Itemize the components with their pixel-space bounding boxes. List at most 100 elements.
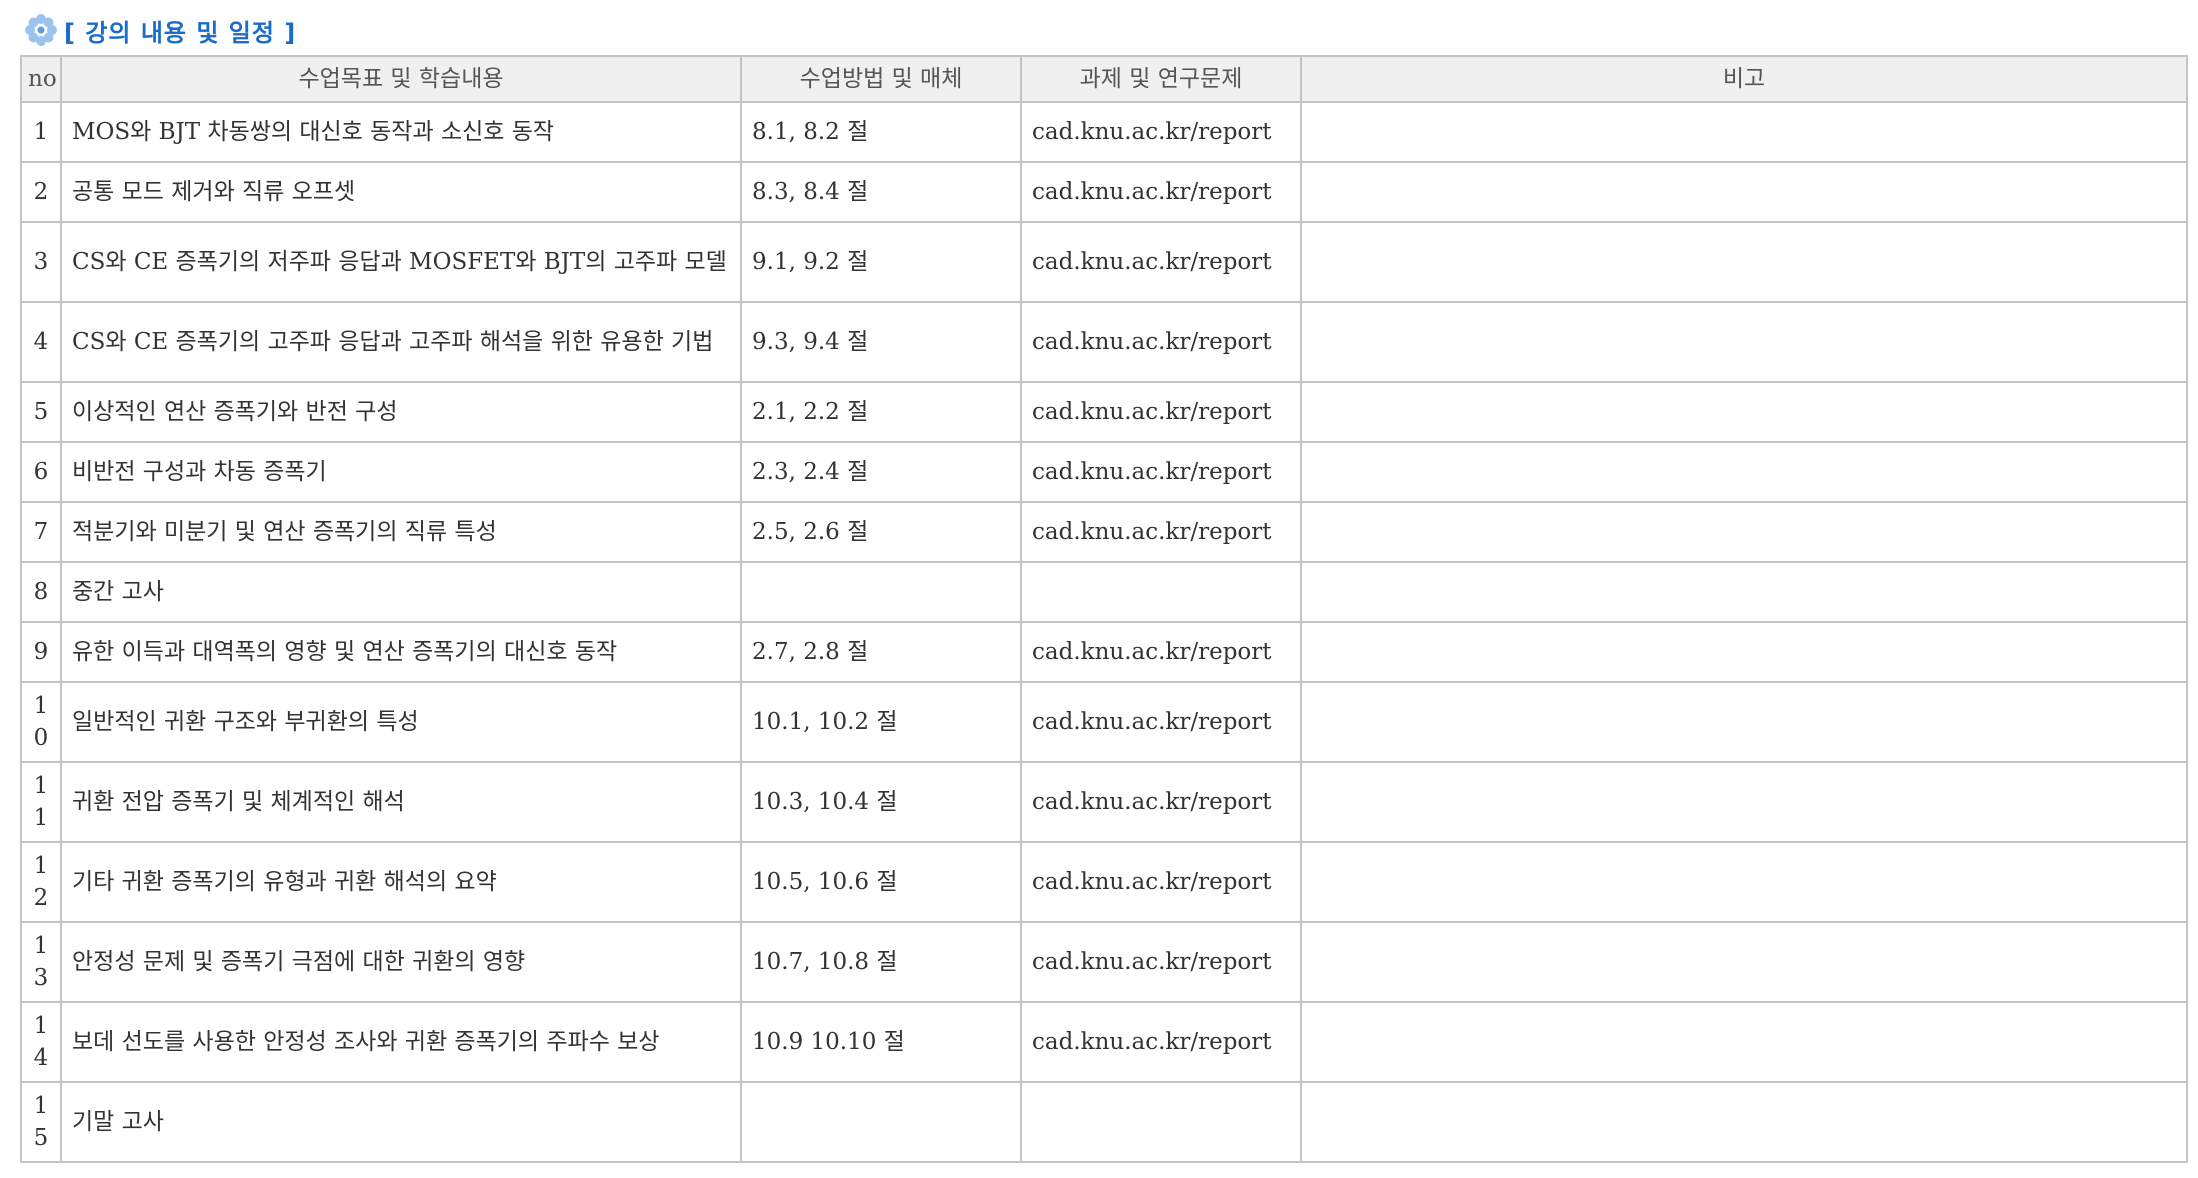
row-method: 9.1, 9.2 절: [740, 221, 1022, 303]
row-no: 11: [20, 761, 62, 843]
table-row: 15 기말 고사: [20, 1081, 2188, 1163]
table-row: 6 비반전 구성과 차동 증폭기 2.3, 2.4 절 cad.knu.ac.k…: [20, 441, 2188, 503]
row-task: cad.knu.ac.kr/report: [1020, 161, 1302, 223]
flower-icon: [24, 13, 58, 47]
row-no: 12: [20, 841, 62, 923]
row-task: cad.knu.ac.kr/report: [1020, 301, 1302, 383]
header-note: 비고: [1300, 55, 2188, 103]
row-no: 5: [20, 381, 62, 443]
row-goal: 비반전 구성과 차동 증폭기: [60, 441, 742, 503]
row-goal: 기타 귀환 증폭기의 유형과 귀환 해석의 요약: [60, 841, 742, 923]
table-row: 9 유한 이득과 대역폭의 영향 및 연산 증폭기의 대신호 동작 2.7, 2…: [20, 621, 2188, 683]
row-method: 10.5, 10.6 절: [740, 841, 1022, 923]
table-row: 12 기타 귀환 증폭기의 유형과 귀환 해석의 요약 10.5, 10.6 절…: [20, 841, 2188, 923]
row-no: 13: [20, 921, 62, 1003]
row-note: [1300, 101, 2188, 163]
row-goal: 이상적인 연산 증폭기와 반전 구성: [60, 381, 742, 443]
row-task: cad.knu.ac.kr/report: [1020, 501, 1302, 563]
schedule-table: no 수업목표 및 학습내용 수업방법 및 매체 과제 및 연구문제 비고 1 …: [20, 55, 2188, 1163]
row-note: [1300, 681, 2188, 763]
row-task: cad.knu.ac.kr/report: [1020, 681, 1302, 763]
table-header-row: no 수업목표 및 학습내용 수업방법 및 매체 과제 및 연구문제 비고: [20, 55, 2188, 103]
row-note: [1300, 501, 2188, 563]
row-no: 15: [20, 1081, 62, 1163]
row-no: 9: [20, 621, 62, 683]
row-method: 2.1, 2.2 절: [740, 381, 1022, 443]
section-title: [ 강의 내용 및 일정 ]: [64, 18, 297, 47]
row-method: 2.7, 2.8 절: [740, 621, 1022, 683]
row-goal: 공통 모드 제거와 직류 오프셋: [60, 161, 742, 223]
row-task: cad.knu.ac.kr/report: [1020, 441, 1302, 503]
table-row: 11 귀환 전압 증폭기 및 체계적인 해석 10.3, 10.4 절 cad.…: [20, 761, 2188, 843]
row-note: [1300, 621, 2188, 683]
row-note: [1300, 221, 2188, 303]
row-goal: MOS와 BJT 차동쌍의 대신호 동작과 소신호 동작: [60, 101, 742, 163]
row-note: [1300, 161, 2188, 223]
row-no: 14: [20, 1001, 62, 1083]
header-method: 수업방법 및 매체: [740, 55, 1022, 103]
row-no: 2: [20, 161, 62, 223]
row-goal: 중간 고사: [60, 561, 742, 623]
row-note: [1300, 841, 2188, 923]
row-no: 8: [20, 561, 62, 623]
row-goal: 보데 선도를 사용한 안정성 조사와 귀환 증폭기의 주파수 보상: [60, 1001, 742, 1083]
row-note: [1300, 1001, 2188, 1083]
table-row: 13 안정성 문제 및 증폭기 극점에 대한 귀환의 영향 10.7, 10.8…: [20, 921, 2188, 1003]
row-method: [740, 1081, 1022, 1163]
table-row: 1 MOS와 BJT 차동쌍의 대신호 동작과 소신호 동작 8.1, 8.2 …: [20, 101, 2188, 163]
row-method: 8.3, 8.4 절: [740, 161, 1022, 223]
row-goal: 일반적인 귀환 구조와 부귀환의 특성: [60, 681, 742, 763]
row-note: [1300, 301, 2188, 383]
row-note: [1300, 441, 2188, 503]
section-header: [ 강의 내용 및 일정 ]: [24, 10, 296, 50]
table-row: 2 공통 모드 제거와 직류 오프셋 8.3, 8.4 절 cad.knu.ac…: [20, 161, 2188, 223]
row-note: [1300, 381, 2188, 443]
row-goal: 안정성 문제 및 증폭기 극점에 대한 귀환의 영향: [60, 921, 742, 1003]
header-task: 과제 및 연구문제: [1020, 55, 1302, 103]
row-method: 10.3, 10.4 절: [740, 761, 1022, 843]
table-row: 8 중간 고사: [20, 561, 2188, 623]
row-goal: 귀환 전압 증폭기 및 체계적인 해석: [60, 761, 742, 843]
row-method: [740, 561, 1022, 623]
table-row: 4 CS와 CE 증폭기의 고주파 응답과 고주파 해석을 위한 유용한 기법 …: [20, 301, 2188, 383]
row-task: [1020, 561, 1302, 623]
row-method: 8.1, 8.2 절: [740, 101, 1022, 163]
row-no: 7: [20, 501, 62, 563]
table-row: 5 이상적인 연산 증폭기와 반전 구성 2.1, 2.2 절 cad.knu.…: [20, 381, 2188, 443]
row-task: cad.knu.ac.kr/report: [1020, 841, 1302, 923]
row-method: 9.3, 9.4 절: [740, 301, 1022, 383]
table-row: 14 보데 선도를 사용한 안정성 조사와 귀환 증폭기의 주파수 보상 10.…: [20, 1001, 2188, 1083]
row-task: cad.knu.ac.kr/report: [1020, 221, 1302, 303]
row-no: 3: [20, 221, 62, 303]
table-row: 7 적분기와 미분기 및 연산 증폭기의 직류 특성 2.5, 2.6 절 ca…: [20, 501, 2188, 563]
header-goal: 수업목표 및 학습내용: [60, 55, 742, 103]
row-task: cad.knu.ac.kr/report: [1020, 921, 1302, 1003]
row-note: [1300, 761, 2188, 843]
row-no: 10: [20, 681, 62, 763]
row-note: [1300, 1081, 2188, 1163]
row-goal: 기말 고사: [60, 1081, 742, 1163]
header-no: no: [20, 55, 62, 103]
row-goal: 적분기와 미분기 및 연산 증폭기의 직류 특성: [60, 501, 742, 563]
row-task: cad.knu.ac.kr/report: [1020, 381, 1302, 443]
row-goal: CS와 CE 증폭기의 저주파 응답과 MOSFET와 BJT의 고주파 모델: [60, 221, 742, 303]
row-method: 2.5, 2.6 절: [740, 501, 1022, 563]
row-task: cad.knu.ac.kr/report: [1020, 1001, 1302, 1083]
row-goal: 유한 이득과 대역폭의 영향 및 연산 증폭기의 대신호 동작: [60, 621, 742, 683]
row-no: 4: [20, 301, 62, 383]
row-no: 1: [20, 101, 62, 163]
row-task: cad.knu.ac.kr/report: [1020, 621, 1302, 683]
row-method: 2.3, 2.4 절: [740, 441, 1022, 503]
table-row: 3 CS와 CE 증폭기의 저주파 응답과 MOSFET와 BJT의 고주파 모…: [20, 221, 2188, 303]
row-method: 10.1, 10.2 절: [740, 681, 1022, 763]
table-row: 10 일반적인 귀환 구조와 부귀환의 특성 10.1, 10.2 절 cad.…: [20, 681, 2188, 763]
row-task: cad.knu.ac.kr/report: [1020, 761, 1302, 843]
row-goal: CS와 CE 증폭기의 고주파 응답과 고주파 해석을 위한 유용한 기법: [60, 301, 742, 383]
row-method: 10.9 10.10 절: [740, 1001, 1022, 1083]
row-method: 10.7, 10.8 절: [740, 921, 1022, 1003]
row-note: [1300, 921, 2188, 1003]
row-task: [1020, 1081, 1302, 1163]
row-note: [1300, 561, 2188, 623]
row-no: 6: [20, 441, 62, 503]
row-task: cad.knu.ac.kr/report: [1020, 101, 1302, 163]
